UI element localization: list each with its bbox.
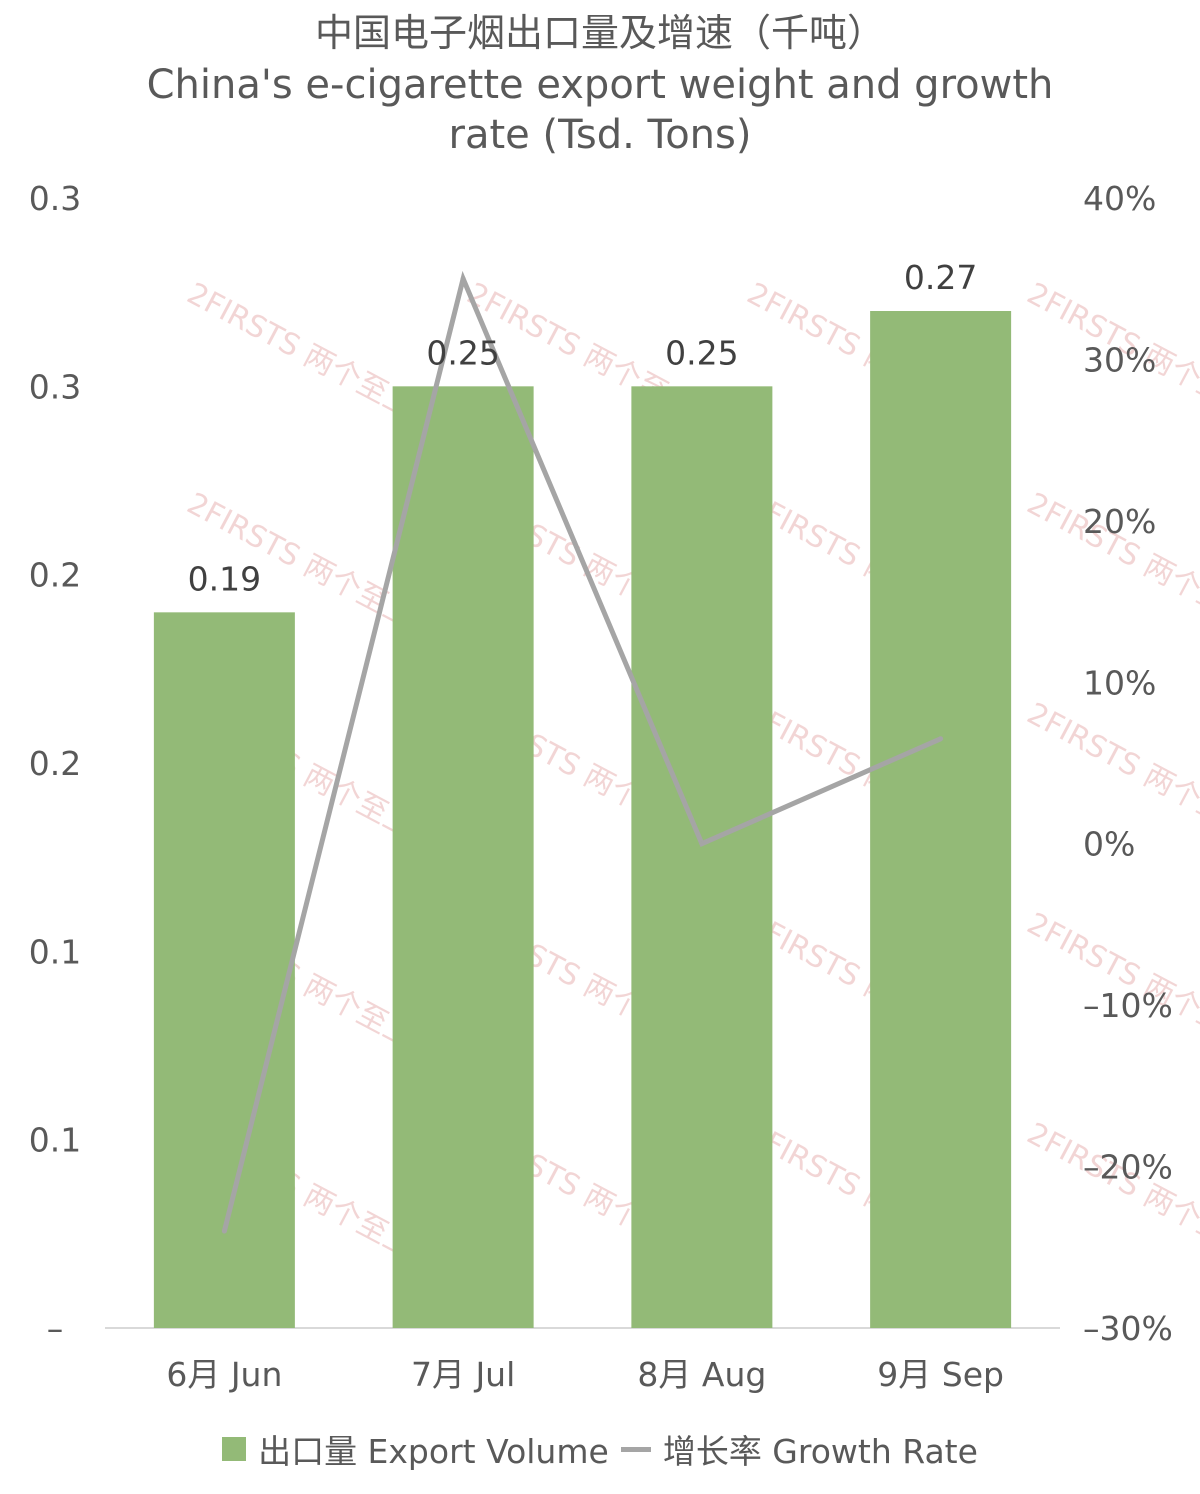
legend-item-export-volume: 出口量 Export Volume [222, 1425, 609, 1473]
watermark-text: 2FIRSTS 两个至上 [1021, 906, 1200, 1055]
bar-4 [870, 311, 1012, 1328]
bar-data-label-2: 0.25 [426, 333, 499, 372]
bar-1 [153, 612, 295, 1328]
legend: 出口量 Export Volume 增长率 Growth Rate [0, 1424, 1200, 1474]
y-right-tick-label: –10% [1083, 986, 1173, 1025]
watermark-text: 2FIRSTS 两个至上 [1021, 1116, 1200, 1265]
x-tick-label-4: 9月 Sep [877, 1355, 1004, 1394]
legend-item-growth-rate: 增长率 Growth Rate [620, 1425, 978, 1473]
bar-data-label-3: 0.25 [665, 333, 738, 372]
y-right-tick-label: 0% [1083, 825, 1135, 864]
y-left-tick-label: 0.3 [29, 179, 81, 218]
bar-data-label-4: 0.27 [904, 258, 977, 297]
bar-2 [392, 386, 534, 1328]
legend-label-export-volume: 出口量 Export Volume [258, 1432, 609, 1471]
y-left-tick-label: 0.2 [29, 556, 81, 595]
chart-subtitle-line-2: rate (Tsd. Tons) [448, 112, 752, 158]
y-right-tick-label: –30% [1083, 1309, 1173, 1348]
y-right-tick-label: 40% [1083, 179, 1156, 218]
growth-rate-point-3 [699, 841, 705, 847]
growth-rate-point-4 [938, 736, 944, 742]
y-left-tick-label: 0.1 [29, 1121, 81, 1160]
watermark-text: 2FIRSTS 两个至上 [181, 276, 420, 425]
growth-rate-line [221, 270, 942, 1232]
y-left-tick-label: – [47, 1309, 64, 1348]
y-left-tick-label: 0.2 [29, 744, 81, 783]
y-left-tick-label: 0.3 [29, 367, 81, 406]
legend-swatch-line [620, 1446, 651, 1452]
bar-data-label-1: 0.19 [188, 559, 261, 598]
chart-subtitle-line-1: China's e-cigarette export weight and gr… [146, 62, 1054, 108]
watermark-text: 2FIRSTS 两个至上 [1021, 696, 1200, 845]
y-right-tick-label: 20% [1083, 502, 1156, 541]
growth-rate-point-2 [460, 276, 466, 282]
legend-label-growth-rate: 增长率 Growth Rate [662, 1432, 978, 1471]
growth-rate-point-1 [221, 1228, 227, 1234]
chart-title: 中国电子烟出口量及增速（千吨） [314, 11, 885, 55]
x-tick-label-1: 6月 Jun [166, 1355, 282, 1394]
bar-3 [631, 386, 773, 1328]
x-tick-label-2: 7月 Jul [411, 1355, 515, 1394]
y-right-tick-label: 30% [1083, 340, 1156, 379]
x-tick-label-3: 8月 Aug [637, 1355, 766, 1394]
legend-swatch-bar [222, 1437, 247, 1461]
y-left-tick-label: 0.1 [29, 932, 81, 971]
y-right-tick-label: –20% [1083, 1148, 1173, 1187]
y-right-tick-label: 10% [1083, 663, 1156, 702]
